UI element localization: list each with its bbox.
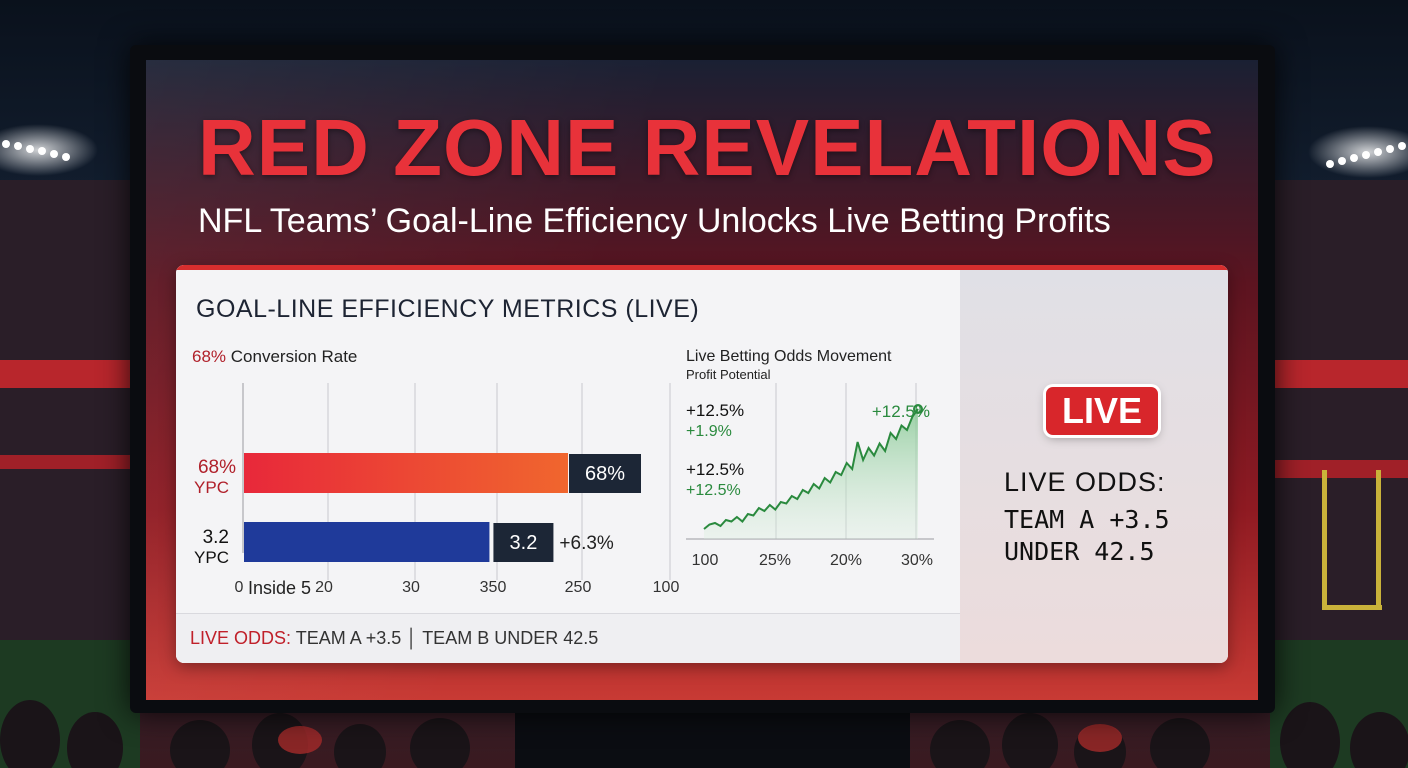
odds-area-fill — [704, 409, 918, 539]
sidebar-odds-line-1: TEAM A +3.5 — [1004, 505, 1170, 534]
live-odds-sidebar: LIVE LIVE ODDS: TEAM A +3.5 UNDER 42.5 — [960, 265, 1228, 663]
sidebar-odds-line-2: UNDER 42.5 — [1004, 537, 1155, 566]
bar1-data-label-box — [569, 454, 641, 493]
inside-5-label: Inside 5 — [248, 578, 311, 595]
bar-x-tick-1: 20 — [315, 579, 333, 595]
scoreboard-display: RED ZONE REVELATIONS NFL Teams’ Goal-Lin… — [146, 60, 1258, 700]
odds-x-tick-1: 25% — [759, 552, 791, 569]
odds-line — [703, 408, 919, 530]
footer-live-odds-label: LIVE ODDS: — [190, 628, 292, 648]
metrics-left-section: GOAL-LINE EFFICIENCY METRICS (LIVE) 68% … — [176, 265, 960, 663]
bar1-value-label: 68% — [198, 457, 236, 478]
bar2-extra-annotation: +6.3% — [559, 533, 614, 554]
odds-x-tick-0: 100 — [692, 552, 719, 569]
live-badge: LIVE — [1046, 387, 1158, 435]
bar2-value-label: 3.2 — [203, 527, 229, 548]
odds-annotation-1-main: +12.5% — [686, 401, 744, 420]
subheadline: NFL Teams’ Goal-Line Efficiency Unlocks … — [198, 202, 1111, 240]
odds-footer: LIVE ODDS: TEAM A +3.5 │ TEAM B UNDER 42… — [176, 613, 960, 663]
bar-chart-x-ticks: 0 20 30 350 250 100 — [235, 579, 680, 595]
footer-text: LIVE ODDS: TEAM A +3.5 │ TEAM B UNDER 42… — [190, 628, 598, 649]
bar-ypc — [244, 522, 490, 562]
bar2-data-label: 3.2 — [510, 532, 538, 554]
bar-x-tick-2: 30 — [402, 579, 420, 595]
odds-chart-title: Live Betting Odds Movement — [686, 348, 892, 365]
bar2-unit-label: YPC — [194, 548, 229, 567]
footer-odds-text: TEAM A +3.5 │ TEAM B UNDER 42.5 — [291, 628, 599, 648]
odds-x-tick-3: 30% — [901, 552, 933, 569]
odds-chart-subtitle: Profit Potential — [686, 367, 771, 382]
panel-accent-line — [176, 265, 1228, 270]
bar-x-tick-3: 350 — [480, 579, 507, 595]
sidebar-odds-title: LIVE ODDS: — [1004, 467, 1166, 497]
odds-end-point — [913, 404, 923, 414]
odds-annotation-1-sub: +1.9% — [686, 423, 732, 440]
conversion-pct: 68% — [192, 347, 227, 366]
bar1-unit-label: YPC — [194, 478, 229, 497]
odds-annotation-2-main: +12.5% — [686, 460, 744, 479]
odds-chart-x-ticks: 100 25% 20% 30% — [692, 552, 933, 569]
metrics-panel: GOAL-LINE EFFICIENCY METRICS (LIVE) 68% … — [176, 265, 1228, 663]
screen-stand — [515, 706, 910, 768]
odds-annotation-2-sub: +12.5% — [686, 482, 741, 499]
bar2-data-label-box — [493, 523, 554, 562]
bar-x-tick-0: 0 — [235, 579, 244, 595]
conversion-rate-label: 68% Conversion Rate — [192, 347, 357, 367]
bar-conversion — [244, 453, 568, 493]
conversion-text: Conversion Rate — [230, 347, 358, 366]
odds-x-tick-2: 20% — [830, 552, 862, 569]
panel-title: GOAL-LINE EFFICIENCY METRICS (LIVE) — [196, 295, 700, 323]
bar1-data-label: 68% — [585, 463, 625, 485]
odds-movement-chart: Live Betting Odds Movement Profit Potent… — [686, 348, 934, 569]
odds-end-label: +12.5% — [872, 402, 930, 421]
efficiency-bar-chart: 68% YPC 3.2 YPC 68% 3.2 +6.3% Inside 5 0… — [194, 383, 680, 595]
headline: RED ZONE REVELATIONS — [198, 103, 1217, 192]
bar-x-tick-5: 100 — [653, 579, 680, 595]
bar-x-tick-4: 250 — [565, 579, 592, 595]
